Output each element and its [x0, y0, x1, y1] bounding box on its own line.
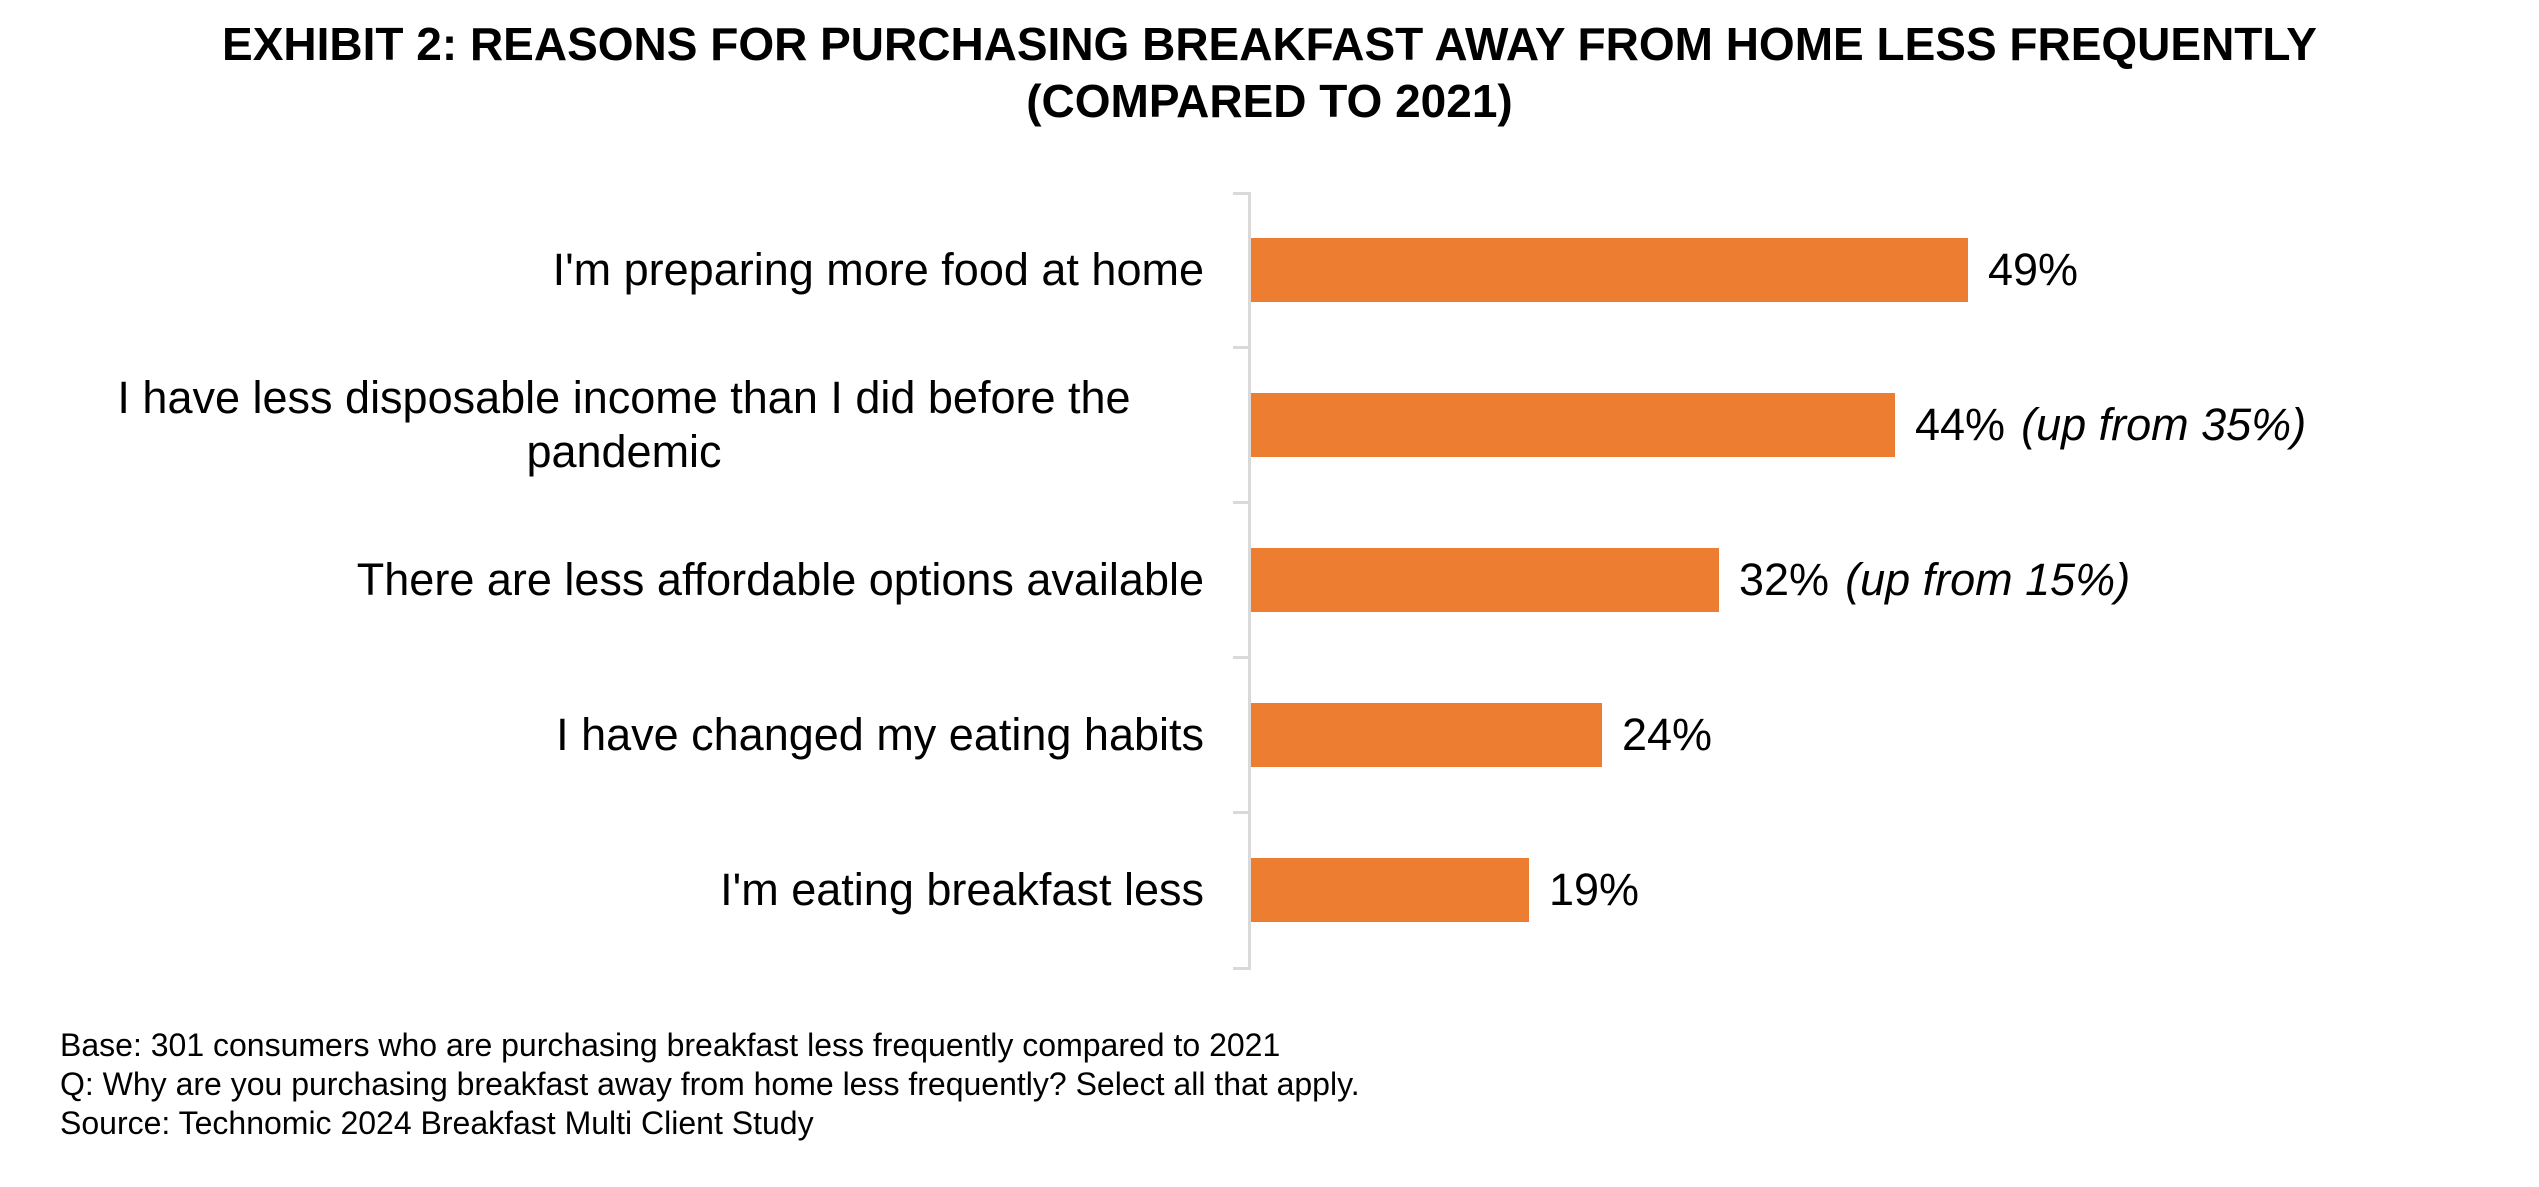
chart-footnotes: Base: 301 consumers who are purchasing b…	[60, 1026, 1360, 1143]
category-axis-line	[1248, 192, 1251, 970]
value-label: 19%	[1549, 864, 1639, 916]
bar	[1251, 702, 1602, 767]
bar-track: 49%	[1248, 192, 2539, 347]
category-label-cell: I have changed my eating habits	[0, 708, 1248, 762]
footnote-source: Source: Technomic 2024 Breakfast Multi C…	[60, 1105, 814, 1141]
footnote-base: Base: 301 consumers who are purchasing b…	[60, 1027, 1281, 1063]
category-label: I'm eating breakfast less	[720, 863, 1204, 915]
chart-title-line-2: (COMPARED TO 2021)	[1026, 75, 1513, 127]
bar	[1251, 237, 1968, 302]
value-percent: 44%	[1915, 398, 2006, 450]
bar	[1251, 547, 1719, 612]
category-label: I have changed my eating habits	[556, 708, 1204, 760]
value-note: (up from 35%)	[2021, 398, 2307, 450]
category-label-cell: I have less disposable income than I did…	[0, 371, 1248, 479]
value-label: 49%	[1988, 244, 2078, 296]
bar-track: 44% (up from 35%)	[1248, 347, 2539, 502]
axis-tick	[1233, 192, 1248, 195]
category-label-cell: I'm eating breakfast less	[0, 863, 1248, 917]
axis-tick	[1233, 656, 1248, 659]
bar-track: 24%	[1248, 657, 2539, 812]
category-label: I have less disposable income than I did…	[117, 371, 1131, 477]
axis-tick	[1233, 346, 1248, 349]
value-percent: 32%	[1739, 553, 1830, 605]
bar	[1251, 392, 1895, 457]
value-label: 24%	[1622, 709, 1712, 761]
category-label: I'm preparing more food at home	[552, 243, 1204, 295]
bar-row: I have changed my eating habits 24%	[0, 657, 2539, 812]
bar-track: 19%	[1248, 812, 2539, 967]
category-label-cell: I'm preparing more food at home	[0, 243, 1248, 297]
bar-row: There are less affordable options availa…	[0, 502, 2539, 657]
value-label: 32% (up from 15%)	[1739, 554, 2130, 606]
axis-tick	[1233, 501, 1248, 504]
chart-title-line-1: EXHIBIT 2: REASONS FOR PURCHASING BREAKF…	[222, 18, 2317, 70]
value-percent: 49%	[1988, 243, 2079, 295]
value-percent: 19%	[1549, 863, 1640, 915]
bar-track: 32% (up from 15%)	[1248, 502, 2539, 657]
footnote-question: Q: Why are you purchasing breakfast away…	[60, 1066, 1360, 1102]
value-percent: 24%	[1622, 708, 1713, 760]
axis-tick	[1233, 811, 1248, 814]
axis-tick	[1233, 967, 1248, 970]
plot-area: I'm preparing more food at home 49% I ha…	[0, 192, 2539, 970]
chart-title: EXHIBIT 2: REASONS FOR PURCHASING BREAKF…	[0, 16, 2539, 130]
bar-row: I'm eating breakfast less 19%	[0, 812, 2539, 967]
category-label: There are less affordable options availa…	[356, 553, 1204, 605]
bar-row: I have less disposable income than I did…	[0, 347, 2539, 502]
value-label: 44% (up from 35%)	[1915, 399, 2306, 451]
category-label-cell: There are less affordable options availa…	[0, 553, 1248, 607]
value-note: (up from 15%)	[1845, 553, 2131, 605]
bar	[1251, 857, 1529, 922]
bar-row: I'm preparing more food at home 49%	[0, 192, 2539, 347]
